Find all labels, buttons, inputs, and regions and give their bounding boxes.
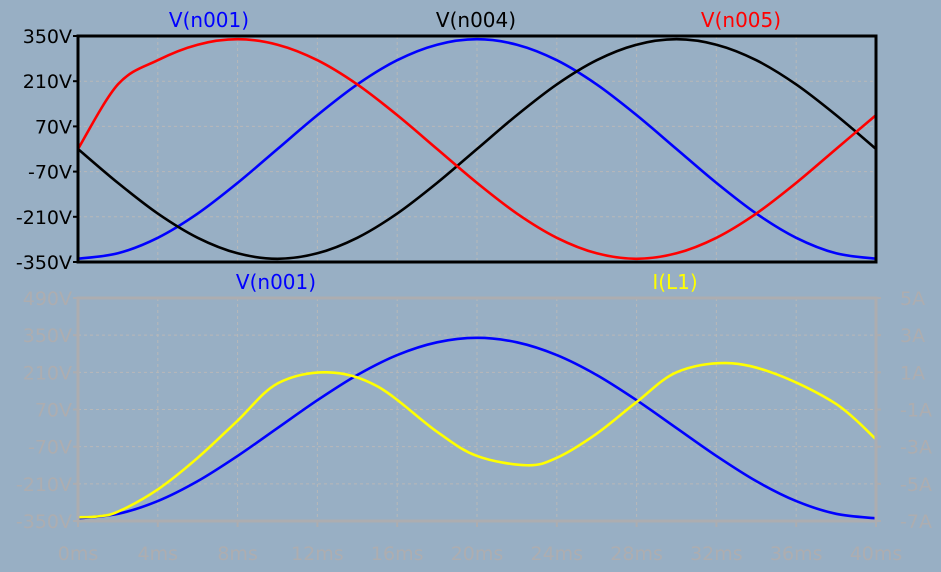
x-tick-label: 16ms [371, 543, 424, 565]
bottom-y-tick-label: -70V [28, 437, 72, 459]
x-tick-label: 40ms [850, 543, 903, 565]
x-tick-label: 32ms [690, 543, 743, 565]
bottom-plot-gridlines [78, 298, 876, 521]
top-y-tick-label: 210V [23, 71, 72, 93]
bottom-y2-tick-label: -5A [900, 474, 932, 496]
x-tick-label: 28ms [610, 543, 663, 565]
top-plot-y-ticks: 350V 210V 70V -70V -210V -350V [16, 26, 78, 274]
top-plot-frame [76, 34, 878, 264]
top-legend-v-n004[interactable]: V(n004) [436, 8, 516, 32]
x-tick-label: 20ms [451, 543, 504, 565]
bottom-y2-tick-label: -7A [900, 511, 932, 533]
top-series-v-n005[interactable] [76, 37, 877, 261]
bottom-plot-y2-ticks: 5A 3A 1A -1A -3A -5A -7A [876, 288, 932, 533]
top-series-v-n004[interactable] [77, 37, 877, 261]
bottom-y2-tick-label: -1A [900, 400, 932, 422]
top-plot-gridlines [78, 36, 876, 262]
top-series-v-n001[interactable] [77, 37, 877, 261]
bottom-plot-legend: V(n001) I(L1) [236, 270, 698, 294]
bottom-y-tick-label: 350V [23, 325, 72, 347]
bottom-y-tick-label: -210V [16, 474, 72, 496]
top-legend-v-n001[interactable]: V(n001) [169, 8, 249, 32]
bottom-y2-tick-label: 5A [900, 288, 925, 310]
top-y-tick-label: -70V [28, 162, 72, 184]
bottom-plot-series [77, 336, 877, 520]
bottom-plot-pane[interactable]: 490V 350V 210V 70V -70V -210V -350V 5A 3A 1A -1A -… [16, 270, 932, 565]
bottom-y-tick-label: -350V [16, 511, 72, 533]
bottom-legend-i-l1[interactable]: I(L1) [652, 270, 697, 294]
x-tick-label: 12ms [291, 543, 344, 565]
bottom-plot-y-ticks: 490V 350V 210V 70V -70V -210V -350V [16, 288, 78, 533]
bottom-y2-tick-label: -3A [900, 437, 932, 459]
x-tick-label: 24ms [531, 543, 584, 565]
top-y-tick-label: 350V [23, 26, 72, 48]
bottom-y-tick-label: 70V [35, 400, 72, 422]
bottom-y2-tick-label: 3A [900, 325, 925, 347]
top-plot-series [76, 37, 877, 261]
bottom-y-tick-label: 490V [23, 288, 72, 310]
top-y-tick-label: -210V [16, 207, 72, 229]
x-tick-label: 8ms [217, 543, 258, 565]
x-tick-label: 4ms [138, 543, 179, 565]
bottom-y-tick-label: 210V [23, 362, 72, 384]
top-legend-v-n005[interactable]: V(n005) [701, 8, 781, 32]
bottom-series-i-l1[interactable] [77, 361, 877, 519]
top-plot-pane[interactable]: 350V 210V 70V -70V -210V -350V V(n001) V(n004)… [16, 8, 878, 274]
x-tick-label: 0ms [58, 543, 99, 565]
top-y-tick-label: -350V [16, 252, 72, 274]
bottom-series-v-n001[interactable] [77, 336, 877, 520]
bottom-plot-x-ticks: 0ms 4ms 8ms 12ms 16ms 20ms 24ms 28ms 32ms 36ms 40m… [58, 521, 903, 565]
top-plot-legend: V(n001) V(n004) V(n005) [169, 8, 781, 32]
x-tick-label: 36ms [770, 543, 823, 565]
bottom-y2-tick-label: 1A [900, 362, 925, 384]
top-y-tick-label: 70V [35, 116, 72, 138]
bottom-legend-v-n001[interactable]: V(n001) [236, 270, 316, 294]
